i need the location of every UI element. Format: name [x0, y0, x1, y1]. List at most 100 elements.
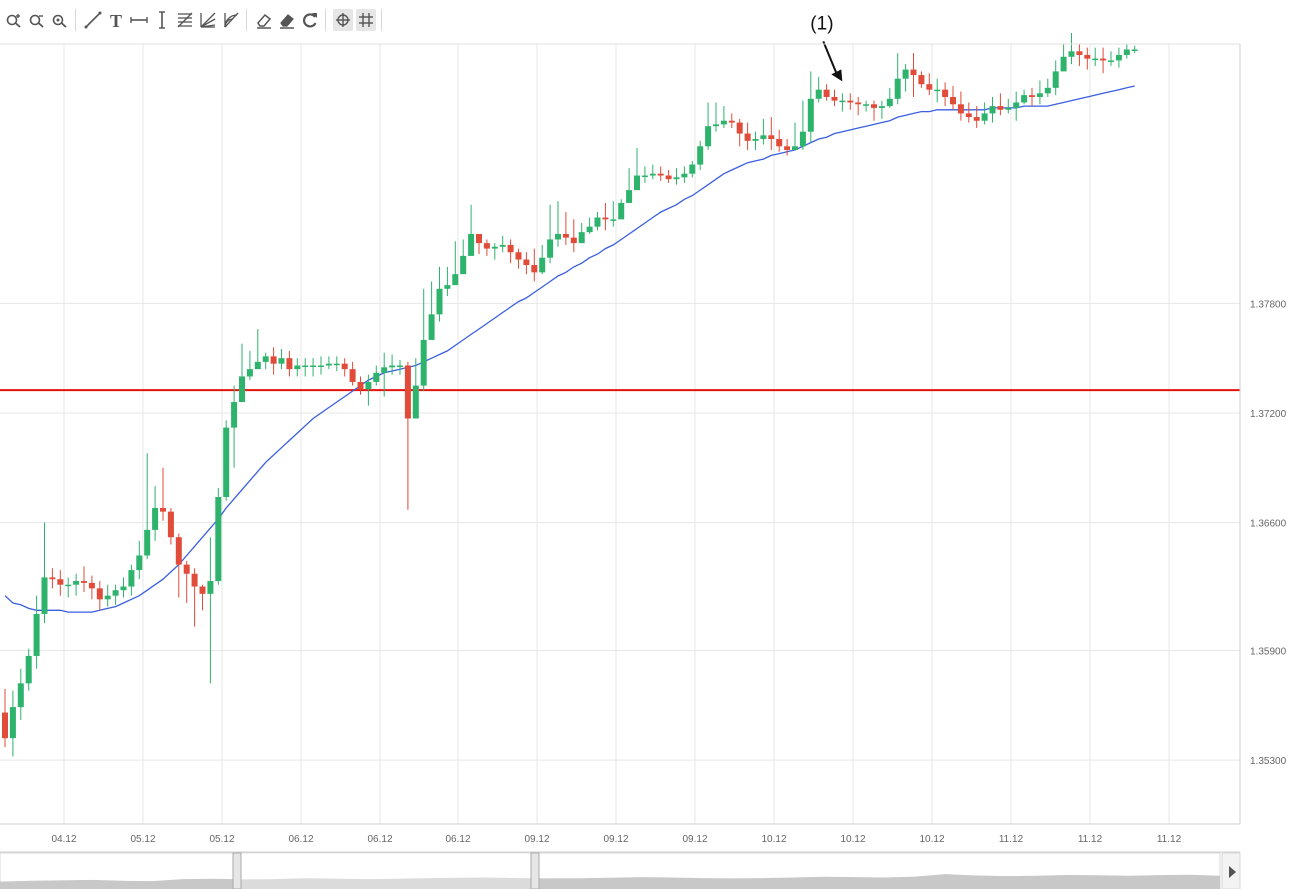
vertical-line-button[interactable] [152, 9, 172, 31]
horizontal-line-button[interactable] [129, 9, 149, 31]
candle-body [523, 259, 530, 266]
bullish-candle [278, 349, 285, 370]
candle-body [736, 122, 743, 134]
candle-body [886, 98, 893, 107]
candle-body [965, 113, 972, 118]
zoom-reset-button[interactable] [50, 9, 70, 31]
fibonacci-retracement-button[interactable] [175, 9, 195, 31]
bearish-candle [483, 239, 490, 256]
bullish-candle [25, 648, 32, 691]
bullish-candle [128, 564, 135, 596]
bullish-candle [641, 166, 648, 183]
candle-body [49, 577, 56, 580]
toolbar-separator [325, 9, 326, 31]
moving-average-line [4, 85, 1135, 613]
candle-body [499, 244, 506, 247]
fibonacci-fan-button[interactable] [198, 9, 218, 31]
candle-body [160, 507, 166, 512]
bearish-candle [1076, 44, 1083, 66]
bullish-candle [863, 100, 870, 112]
bearish-candle [973, 106, 980, 129]
y-tick-label: 1.37800 [1250, 299, 1287, 310]
text-tool-button[interactable]: T [106, 9, 126, 31]
bearish-candle [950, 86, 956, 110]
bullish-candle [989, 96, 996, 123]
bearish-candle [728, 113, 735, 129]
candle-body [594, 217, 601, 227]
refresh-button[interactable] [300, 9, 320, 31]
bullish-candle [104, 584, 111, 607]
candle-body [81, 581, 87, 583]
zoom-in-button[interactable] [4, 9, 24, 31]
candle-body [349, 369, 356, 382]
navigator[interactable] [0, 851, 1241, 889]
bullish-candle [365, 374, 372, 406]
candle-body [302, 365, 309, 367]
candle-body [365, 381, 372, 390]
crosshair-button[interactable] [333, 9, 353, 31]
candle-body [112, 590, 119, 596]
candle-body [468, 233, 475, 256]
trend-line-button[interactable] [83, 9, 103, 31]
bearish-candle [918, 71, 925, 88]
fibonacci-arc-button[interactable] [221, 9, 241, 31]
grid [0, 44, 1240, 824]
x-tick-label: 06.12 [445, 834, 470, 845]
zoom-out-button[interactable] [27, 9, 47, 31]
candle-body [863, 104, 870, 106]
bearish-candle [88, 575, 95, 600]
candle-body [167, 511, 174, 538]
bullish-candle [310, 358, 317, 377]
grid-button[interactable] [356, 9, 376, 31]
bearish-candle [1084, 47, 1091, 70]
candle-body [136, 555, 143, 571]
bullish-candle [720, 106, 727, 129]
candle-body [1092, 58, 1099, 61]
zoom-out-icon [29, 14, 44, 28]
candle-body [942, 89, 949, 97]
bullish-candle [799, 100, 806, 150]
bullish-candle [41, 522, 48, 624]
bullish-candle [815, 76, 822, 103]
candle-body [104, 595, 111, 600]
candle-body [776, 138, 783, 147]
candle-body [1100, 58, 1107, 61]
candle-body [389, 365, 396, 368]
y-tick-label: 1.36600 [1250, 519, 1287, 530]
eraser-all-button[interactable] [277, 9, 297, 31]
candle-body [96, 588, 103, 600]
candles [2, 33, 1138, 757]
x-tick-label: 10.12 [919, 834, 944, 845]
bullish-candle [294, 358, 301, 377]
candle-body [128, 570, 135, 587]
x-tick-label: 05.12 [130, 834, 155, 845]
bearish-candle [910, 53, 917, 97]
refresh-icon [303, 13, 317, 28]
eraser-button[interactable] [254, 9, 274, 31]
candle-body [88, 582, 95, 589]
bearish-candle [160, 467, 166, 521]
candle-body [341, 363, 348, 370]
candle-body [41, 577, 48, 614]
navigator-left-handle [232, 852, 242, 889]
bearish-candle [349, 361, 356, 386]
bullish-candle [649, 164, 656, 180]
candle-body [381, 367, 388, 373]
candle-body [918, 75, 925, 85]
candle-body [681, 173, 688, 178]
candle-body [902, 69, 909, 79]
bullish-candle [136, 540, 143, 580]
candle-body [847, 100, 854, 103]
candle-body [720, 120, 727, 125]
candle-body [1084, 54, 1091, 59]
bullish-candle [539, 244, 546, 275]
candle-body [262, 356, 269, 362]
candle-body [823, 89, 830, 97]
candle-body [491, 246, 498, 249]
bearish-candle [744, 122, 751, 150]
bearish-candle [191, 568, 198, 627]
bearish-candle [2, 688, 8, 748]
candle-body [207, 581, 214, 594]
zoom-in-icon [6, 14, 21, 28]
